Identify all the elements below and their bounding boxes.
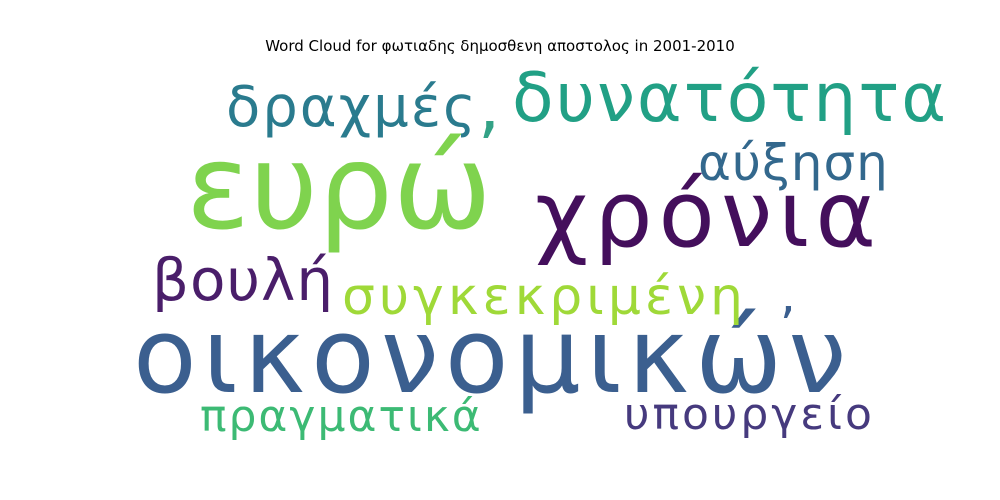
word-7: συγκεκριμένη <box>342 267 747 327</box>
word-4: δυνατότητα <box>512 59 948 138</box>
word-2: οικονομικών <box>133 295 852 417</box>
word-8: βουλή <box>152 246 334 314</box>
word-9: πραγματικά <box>200 391 483 442</box>
word-1: ευρώ <box>186 118 492 256</box>
word-10: υπουργείο <box>624 389 875 440</box>
word-11: , <box>478 65 500 147</box>
chart-title: Word Cloud for φωτιαδης δημοσθενη αποστο… <box>265 37 735 55</box>
word-12: , <box>780 266 796 324</box>
word-6: αύξηση <box>698 134 889 192</box>
word-5: δραχμές <box>226 75 478 140</box>
word-3: χρόνια <box>535 161 882 268</box>
